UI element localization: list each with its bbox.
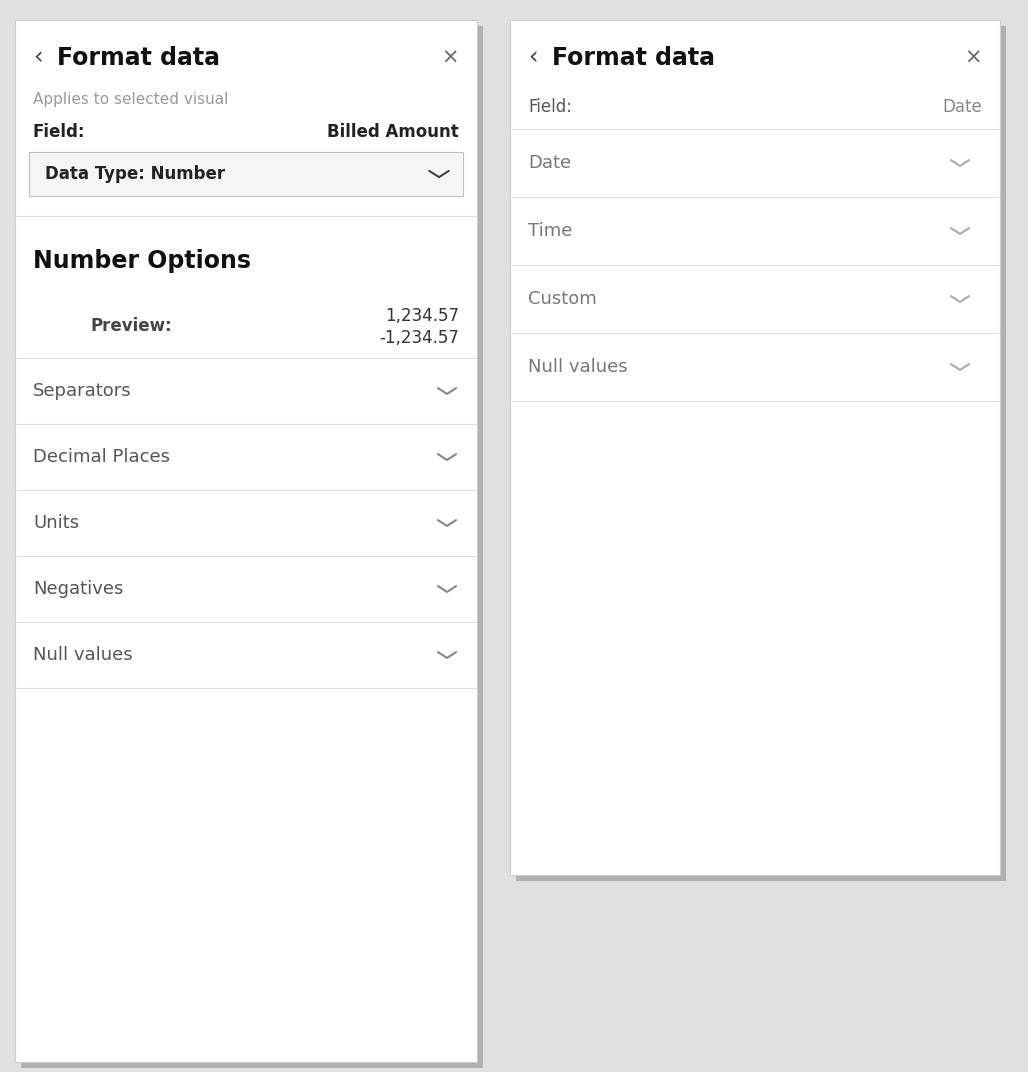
Text: ‹: ‹ bbox=[528, 46, 538, 70]
Text: ‹: ‹ bbox=[33, 46, 42, 70]
Text: Date: Date bbox=[528, 154, 572, 172]
Text: Applies to selected visual: Applies to selected visual bbox=[33, 92, 228, 107]
Bar bbox=[516, 26, 1006, 881]
Text: Custom: Custom bbox=[528, 291, 596, 308]
Text: Decimal Places: Decimal Places bbox=[33, 448, 170, 466]
Text: Negatives: Negatives bbox=[33, 580, 123, 598]
Bar bbox=[510, 20, 1000, 875]
Bar bbox=[21, 26, 483, 1068]
Bar bbox=[15, 20, 477, 1062]
Text: Preview:: Preview: bbox=[90, 317, 172, 334]
Text: 1,234.57: 1,234.57 bbox=[386, 307, 458, 325]
Text: Number Options: Number Options bbox=[33, 249, 251, 273]
Text: Data Type: Number: Data Type: Number bbox=[45, 165, 225, 183]
Text: Field:: Field: bbox=[33, 123, 85, 142]
Text: Separators: Separators bbox=[33, 382, 132, 400]
Text: ×: × bbox=[441, 48, 458, 68]
Text: Field:: Field: bbox=[528, 98, 572, 116]
Text: Date: Date bbox=[943, 98, 982, 116]
Text: Null values: Null values bbox=[33, 646, 133, 664]
Text: Time: Time bbox=[528, 222, 573, 240]
Text: Units: Units bbox=[33, 513, 79, 532]
Text: Billed Amount: Billed Amount bbox=[327, 123, 458, 142]
Text: -1,234.57: -1,234.57 bbox=[379, 329, 458, 347]
Text: ×: × bbox=[964, 48, 982, 68]
Bar bbox=[29, 152, 463, 196]
Text: Null values: Null values bbox=[528, 358, 628, 376]
Text: Format data: Format data bbox=[57, 46, 220, 70]
Text: Format data: Format data bbox=[552, 46, 715, 70]
